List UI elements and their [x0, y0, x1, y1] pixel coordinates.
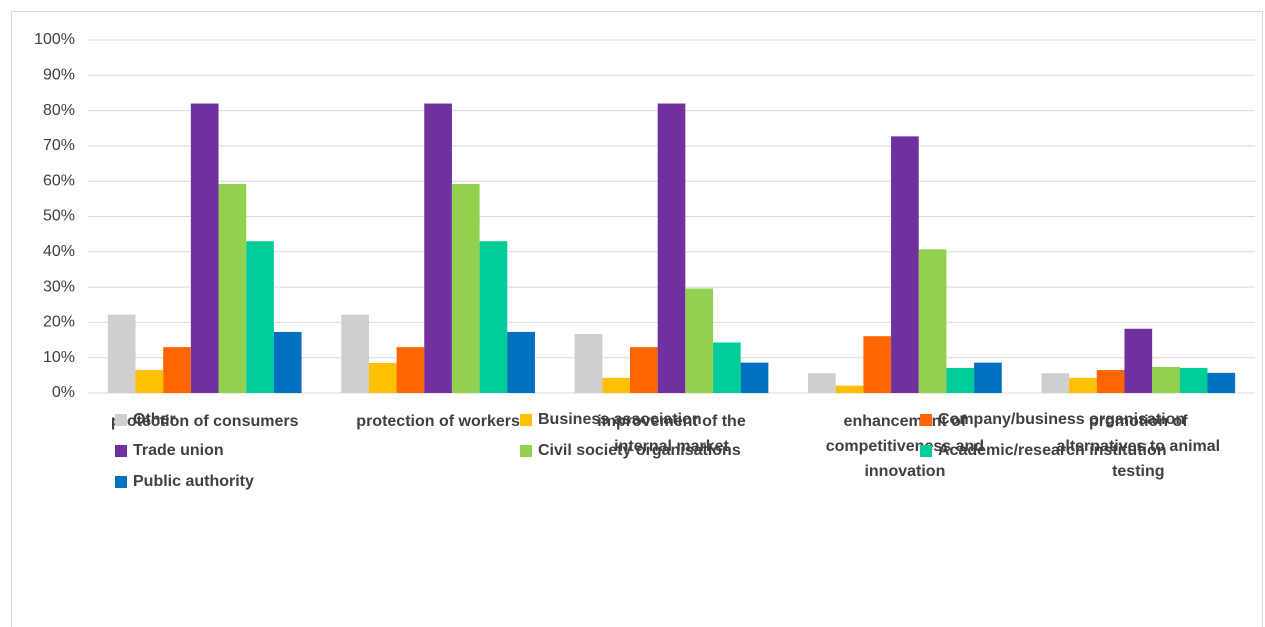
bar [341, 314, 369, 393]
bar [1096, 370, 1125, 393]
bar [835, 385, 864, 393]
y-tick-label: 20% [43, 314, 75, 331]
bar [1041, 373, 1070, 393]
bar [218, 184, 247, 393]
bar [657, 103, 686, 393]
bar [602, 377, 630, 393]
y-tick-label: 60% [43, 172, 75, 189]
bar [1179, 367, 1208, 393]
bar [273, 331, 302, 393]
bar [1069, 377, 1097, 393]
bar [891, 136, 919, 393]
bar [507, 331, 535, 393]
bar [190, 103, 219, 393]
bar [135, 370, 164, 393]
legend-label: Business association [538, 411, 702, 428]
y-tick-label: 0% [52, 384, 75, 401]
bar [246, 241, 274, 393]
bar [451, 184, 480, 393]
legend-swatch [920, 445, 932, 457]
legend-label: Civil society organisations [538, 442, 741, 459]
legend-label: Public authority [133, 473, 254, 490]
x-tick-label: innovation [864, 463, 945, 480]
y-tick-label: 90% [43, 67, 75, 84]
y-tick-label: 80% [43, 102, 75, 119]
bar [479, 241, 508, 393]
bar [1124, 328, 1153, 393]
bar [107, 314, 136, 393]
y-tick-label: 10% [43, 349, 75, 366]
bar [946, 367, 975, 393]
bar [1207, 372, 1236, 393]
x-tick-label: testing [1112, 463, 1164, 480]
x-tick-label: enhancement of [844, 413, 967, 430]
x-tick-label: protection of consumers [111, 413, 299, 430]
x-tick-label: promotion of [1089, 413, 1188, 430]
bar [574, 334, 603, 393]
bar [163, 347, 191, 393]
y-tick-label: 40% [43, 243, 75, 260]
legend-swatch [115, 414, 127, 426]
bar [368, 362, 397, 393]
legend-swatch [115, 476, 127, 488]
bar [685, 288, 714, 393]
x-tick-label: protection of workers [356, 413, 520, 430]
bar [629, 347, 658, 393]
x-tick-label: alternatives to animal [1056, 438, 1220, 455]
x-tick-label: improvement of the [597, 413, 746, 430]
y-tick-label: 30% [43, 278, 75, 295]
x-tick-label: competitiveness and [826, 438, 984, 455]
legend-swatch [920, 414, 932, 426]
bar [918, 249, 947, 393]
bar [740, 362, 769, 393]
bar [396, 347, 425, 393]
bar [808, 373, 836, 393]
x-tick-label: internal market [614, 438, 729, 455]
legend-label: Trade union [133, 442, 224, 459]
y-tick-label: 100% [34, 31, 75, 48]
legend-swatch [520, 414, 532, 426]
legend-label: Other [133, 411, 176, 428]
bar [974, 362, 1002, 393]
legend-swatch [115, 445, 127, 457]
legend-label: Academic/research institution [938, 442, 1167, 459]
y-tick-label: 70% [43, 137, 75, 154]
legend-label: Company/business organisation [938, 411, 1185, 428]
bar [863, 336, 892, 393]
y-tick-label: 50% [43, 208, 75, 225]
bar [1152, 366, 1180, 393]
chart-border [11, 11, 1263, 627]
bar [424, 103, 452, 393]
bar [713, 342, 741, 393]
legend-swatch [520, 445, 532, 457]
